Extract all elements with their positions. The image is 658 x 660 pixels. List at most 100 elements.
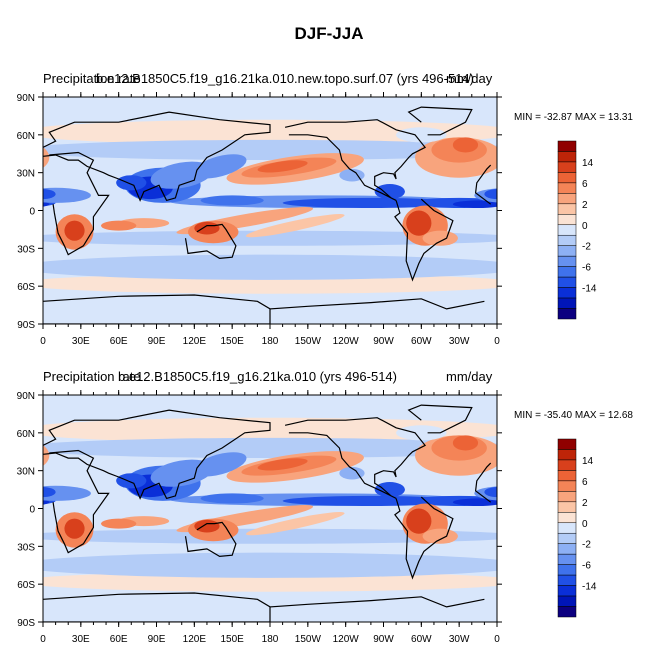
contour-region-15 [452,498,497,506]
colorbar-swatch [557,512,577,524]
coastline-5 [407,404,473,434]
x-tick-label: 180 [262,336,279,347]
x-tick-label: 60W [411,634,432,645]
contour-region-0 [43,424,69,436]
colorbar-label: -6 [582,561,591,572]
contour-region-4 [471,532,497,540]
contour-region-20 [116,175,147,191]
x-tick-label: 90W [373,336,394,347]
contour-region-7 [257,458,308,471]
y-tick-label: 0 [29,505,35,516]
colorbar-swatch [557,501,577,513]
colorbar-swatch [557,491,577,503]
x-tick-label: 30E [72,634,90,645]
contour-region-33 [422,528,458,544]
contour-region-22 [43,487,56,498]
coastline-0 [49,151,492,256]
contour-region-2 [43,552,497,578]
colorbar-swatch [557,459,577,471]
contour-region-28 [64,220,85,241]
colorbar-swatch [557,532,577,544]
contour-region-3 [43,145,69,155]
contour-region-0 [471,126,497,138]
contour-region-32 [406,210,432,236]
colorbar-swatch [557,276,577,288]
x-tick-label: 90E [148,336,166,347]
x-tick-label: 150E [220,336,244,347]
y-tick-label: 90S [17,320,35,331]
contour-region-10 [452,435,479,451]
x-tick-label: 120W [333,336,360,347]
y-tick-label: 0 [29,207,35,218]
x-tick-label: 30W [449,634,470,645]
contour-region-2 [43,559,69,571]
contour-region-4 [43,230,497,246]
contour-region-22 [484,189,497,200]
x-tick-label: 0 [40,634,46,645]
panel2-min-max: MIN = -35.40 MAX = 12.68 [514,410,633,421]
contour-region-1 [471,279,497,289]
x-tick-label: 60E [110,634,128,645]
colorbar-swatch [557,553,577,565]
coastline-1 [43,111,271,202]
colorbar-swatch [557,255,577,267]
colorbar-label: -6 [582,263,591,274]
y-tick-label: 90S [17,618,35,629]
contour-region-3 [43,443,69,453]
x-tick-label: 120E [183,336,207,347]
contour-region-22 [484,487,497,498]
colorbar-swatch [557,182,577,194]
colorbar-label: 6 [582,179,588,190]
contour-region-7 [257,160,308,173]
coastlines [43,106,492,324]
contour-region-26 [101,518,137,529]
x-tick-label: 180 [262,634,279,645]
colorbar-swatch [557,438,577,450]
contour-region-34 [374,482,405,498]
colorbar: 14 6 2 0 -2 -6 -14 [557,438,597,618]
panel1-left-title: Precipitation rate [43,71,141,86]
colorbar-label: -2 [582,540,591,551]
colorbar-label: 0 [582,519,588,530]
coastline-2 [184,521,237,558]
contour-region-21 [43,187,91,203]
contour-region-20 [116,473,147,489]
y-tick-label: 60N [17,429,35,440]
contour-region-24 [245,214,345,238]
x-tick-label: 150W [295,634,322,645]
contour-region-28 [64,518,85,539]
coastline-6 [43,592,485,622]
coastline-1 [43,409,271,500]
colorbar: 14 6 2 0 -2 -6 -14 [557,140,597,320]
colorbar-swatch [557,564,577,576]
contour-region-35 [339,466,365,480]
precip-field [43,97,497,324]
colorbar-swatch [557,449,577,461]
x-tick-label: 90E [148,634,166,645]
x-tick-label: 0 [40,336,46,347]
contour-region-0 [43,126,69,138]
figure-title: DJF-JJA [294,24,364,43]
colorbar-swatch [557,522,577,534]
contour-region-2 [471,559,497,571]
colorbar-swatch [557,595,577,607]
x-tick-label: 120E [183,634,207,645]
x-tick-label: 150W [295,336,322,347]
colorbar-swatch [557,266,577,278]
colorbar-label: 14 [582,158,594,169]
x-tick-label: 90W [373,634,394,645]
contour-region-2 [471,261,497,273]
contour-region-0 [471,424,497,436]
contour-region-26 [101,220,137,231]
map-panel-1: 0 30E 60E 90E 120E 150E 180 150W 120W 90W 60W 30W 09… [17,92,597,347]
contour-region-22 [43,189,56,200]
colorbar-swatch [557,480,577,492]
contour-region-21 [43,485,91,501]
colorbar-swatch [557,308,577,320]
colorbar-swatch [557,297,577,309]
coastline-3 [394,198,454,282]
contour-region-19 [192,452,247,477]
y-tick-label: 60S [17,580,35,591]
y-tick-label: 90N [17,93,35,104]
colorbar-swatch [557,245,577,257]
